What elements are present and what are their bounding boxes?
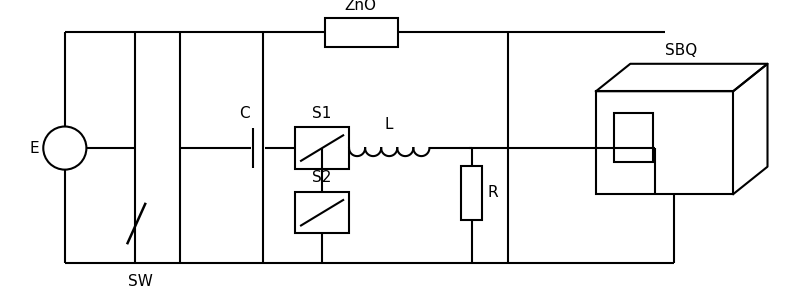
Text: ZnO: ZnO [345, 0, 377, 13]
Text: R: R [487, 185, 498, 200]
Text: L: L [385, 117, 394, 132]
Text: SBQ: SBQ [665, 43, 698, 58]
Bar [295, 192, 349, 233]
Bar [461, 166, 482, 220]
Bar [295, 128, 349, 169]
Text: C: C [239, 106, 250, 121]
Bar [614, 113, 653, 162]
Text: S1: S1 [312, 106, 331, 121]
Bar [596, 91, 734, 194]
Text: E: E [30, 141, 39, 155]
Text: SW: SW [128, 275, 153, 289]
Bar [325, 18, 398, 47]
Text: S2: S2 [312, 170, 331, 185]
